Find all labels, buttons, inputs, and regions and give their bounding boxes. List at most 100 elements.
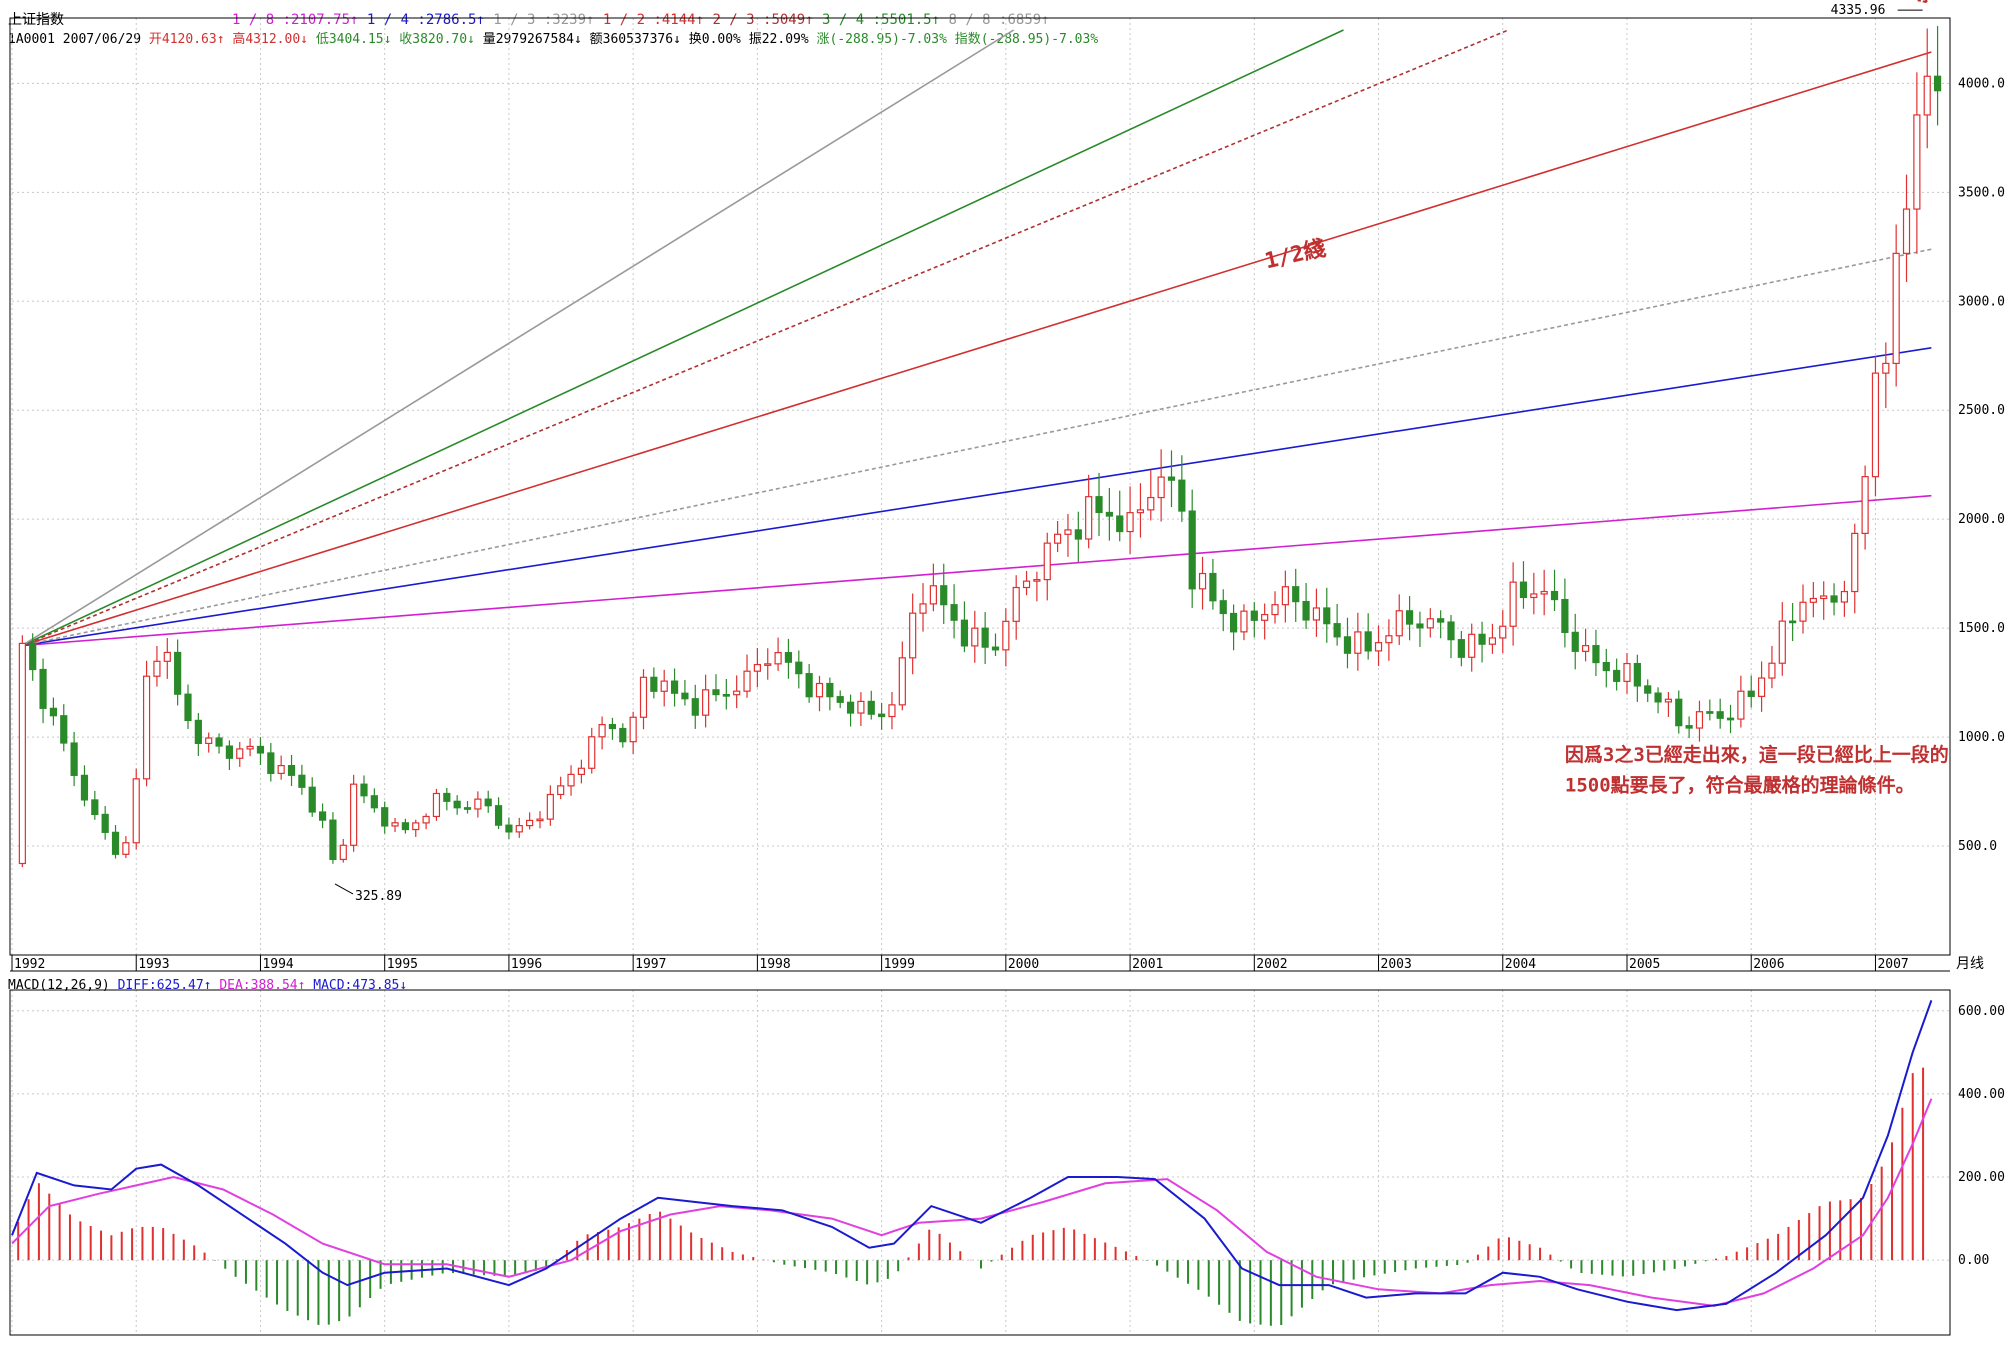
candle-body [70,742,78,776]
candle-body [1871,372,1880,478]
year-label: 2000 [1008,957,1039,972]
candle-body [1147,496,1155,511]
price-tick-label: 3000.0 [1958,294,2005,309]
candle-body [101,813,109,833]
candle-body [1540,590,1548,595]
info-date: 2007/06/29 [62,32,142,47]
candle-body [1374,642,1383,652]
candle-body [857,700,865,714]
price-tick-label: 1500.0 [1958,621,2005,636]
chart-axes: 1992 1993 1994 1995 1996 1997 1998 1999 2000 2001… [9,17,2005,1336]
candle-body [370,795,378,809]
candle-body [1457,639,1465,658]
candle-body [1188,510,1196,590]
candle-body [39,668,47,709]
candle-body [1726,717,1735,721]
candle-body [1085,496,1093,540]
candle-body [629,716,637,743]
candle-body [1851,532,1859,593]
info-amplitude: 振22.09% [748,32,809,47]
candle-body [526,819,534,827]
candle-body [991,646,1000,651]
fan-line-3-4 [21,29,1344,647]
fan-line-1-4 [21,347,1932,647]
candle-body [567,773,575,787]
candle-body [1343,636,1352,654]
candle-body [608,724,617,730]
candle-body [1178,479,1186,512]
gann-fan-lines [21,29,1932,647]
candle-body [1768,662,1776,679]
macd-diff-line [11,1000,1933,1312]
candle-body [1499,625,1507,639]
candle-body [1789,620,1797,624]
info-volume: 量2979267584↓ [482,32,582,47]
candle-body [163,651,171,662]
candle-body [453,800,461,809]
candle-body [1468,633,1476,658]
year-label: 2004 [1505,957,1536,972]
candle-body [1416,623,1424,629]
half-line-label: 1/2綫 [1262,235,1328,274]
candle-body [1043,542,1051,581]
candle-body [764,663,772,666]
candle-body [1923,75,1931,116]
candle-body [733,690,741,696]
candle-body [443,792,451,802]
candle-body [1602,661,1610,672]
year-label: 2001 [1132,957,1163,972]
candle-body [639,676,648,718]
fan-line-1-2 [21,51,1932,647]
candle-body [1530,593,1538,599]
candle-body [1209,572,1217,602]
candle-body [1685,725,1693,729]
year-label: 2005 [1629,957,1660,972]
info-index-change: 指数(-288.95)-7.03% [954,32,1099,47]
candle-body [225,745,234,759]
candle-body [940,585,948,606]
year-label: 1996 [511,957,542,972]
candle-body [1633,662,1641,687]
candle-body [1054,533,1062,544]
candle-body [153,660,161,677]
candle-body [256,745,265,754]
candle-body [1447,621,1455,641]
candle-body [1675,698,1683,727]
candle-body [277,765,285,774]
macd-header: MACD(12,26,9) DIFF:625.47↑ DEA:388.54↑ M… [8,978,407,994]
candle-body [1820,595,1828,600]
candle-body [287,765,296,776]
candle-body [505,824,513,833]
info-code: 1A0001 [8,32,55,47]
fan-line-8-8 [21,29,1015,647]
candle-body [1623,662,1631,682]
macd-tick-label: 400.00 [1958,1087,2005,1102]
note-line-2: 1500點要長了，符合最嚴格的理論條件。 [1565,774,1915,797]
candle-body [267,752,275,774]
candle-body [184,693,192,721]
fan-label-1-8: 1 / 8 :2107.75↑ [232,12,367,28]
candle-body [1095,496,1103,514]
candle-body [1644,685,1652,694]
candle-body [142,675,151,780]
candle-body [712,689,720,696]
macd-frame [9,989,1951,1336]
candle-body [1426,618,1434,629]
candle-body [588,736,596,769]
candle-body [1488,637,1497,645]
candle-body [1613,669,1621,682]
candle-body [1509,581,1517,627]
macd-macd-value: MACD:473.85↓ [313,978,408,993]
candle-body [360,783,368,797]
candle-body [1250,610,1258,621]
candle-body [1219,600,1227,615]
candle-body [981,627,989,648]
low-leader [334,883,354,895]
candle-body [1809,597,1817,603]
candle-body [1933,75,1942,92]
macd-tick-label: 600.00 [1958,1004,2005,1019]
candle-body [960,619,969,647]
candle-body [49,707,58,717]
candle-body [1592,645,1600,664]
